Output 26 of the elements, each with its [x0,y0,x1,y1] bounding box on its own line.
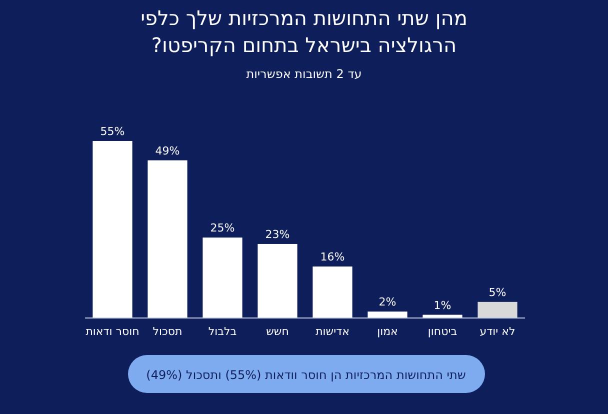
x-tick-label: תסכול [152,325,182,338]
x-tick-label: לא יודע [480,325,516,338]
bar [202,238,242,318]
bar [368,312,408,318]
bar [478,302,518,318]
x-tick-label: אמון [377,325,398,338]
data-label: 5% [488,286,506,299]
x-tick-label: חשש [266,325,289,338]
data-label: 2% [378,296,396,309]
data-label: 25% [210,222,235,235]
text: שתי התחושות המרכזיות הן חוסר וודאות (55%) ותסכול (49%) [146,368,466,382]
x-tick-label: חוסר ודאות [86,325,140,338]
bar [258,244,298,318]
bar [92,141,132,318]
data-label: 1% [434,298,452,312]
x-tick-label: בלבול [208,325,237,338]
bar [312,266,352,318]
chart-title: מהן שתי התחושות המרכזיות שלך כלפי הרגולציה בישראל בתחום הקריפטו? [140,6,468,57]
data-label: 49% [155,144,180,158]
x-tick-label: ביטחון [428,325,458,338]
bar [148,160,188,318]
data-label: 16% [320,250,345,264]
chart-subtitle: עד 2 תשובות אפשריות [246,67,362,81]
x-tick-label: אדישות [316,325,350,338]
data-label: 55% [100,125,125,138]
data-label: 23% [265,228,290,241]
